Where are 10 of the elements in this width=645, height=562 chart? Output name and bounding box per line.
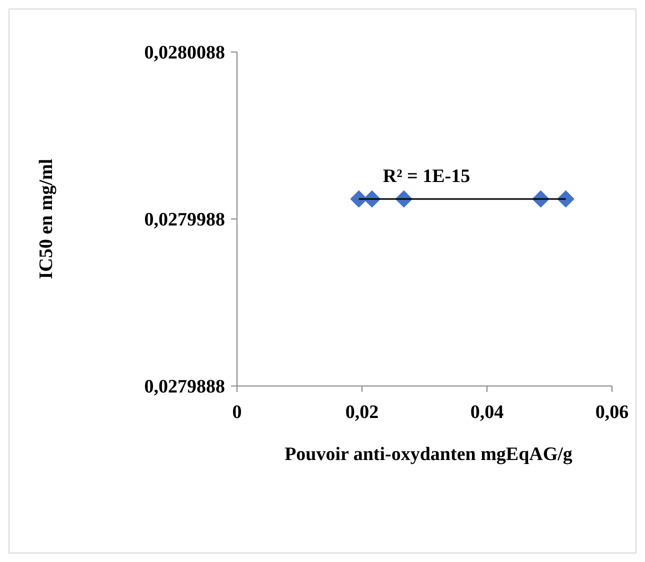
x-tick-label: 0,04 [470, 402, 504, 423]
y-tick-label: 0,0279888 [144, 376, 225, 398]
x-tick-label: 0 [232, 402, 242, 423]
y-tick-label: 0,0279988 [144, 210, 225, 231]
y-tick-label: 0,0280088 [144, 42, 225, 64]
x-tick-label: 0,02 [345, 402, 379, 423]
annotation: R² = 1E-15 [382, 166, 470, 187]
x-tick-label: 0,06 [595, 402, 629, 423]
y-axis-title: IC50 en mg/ml [36, 158, 57, 280]
x-axis-title: Pouvoir anti-oxydanten mgEqAG/g [284, 444, 573, 465]
